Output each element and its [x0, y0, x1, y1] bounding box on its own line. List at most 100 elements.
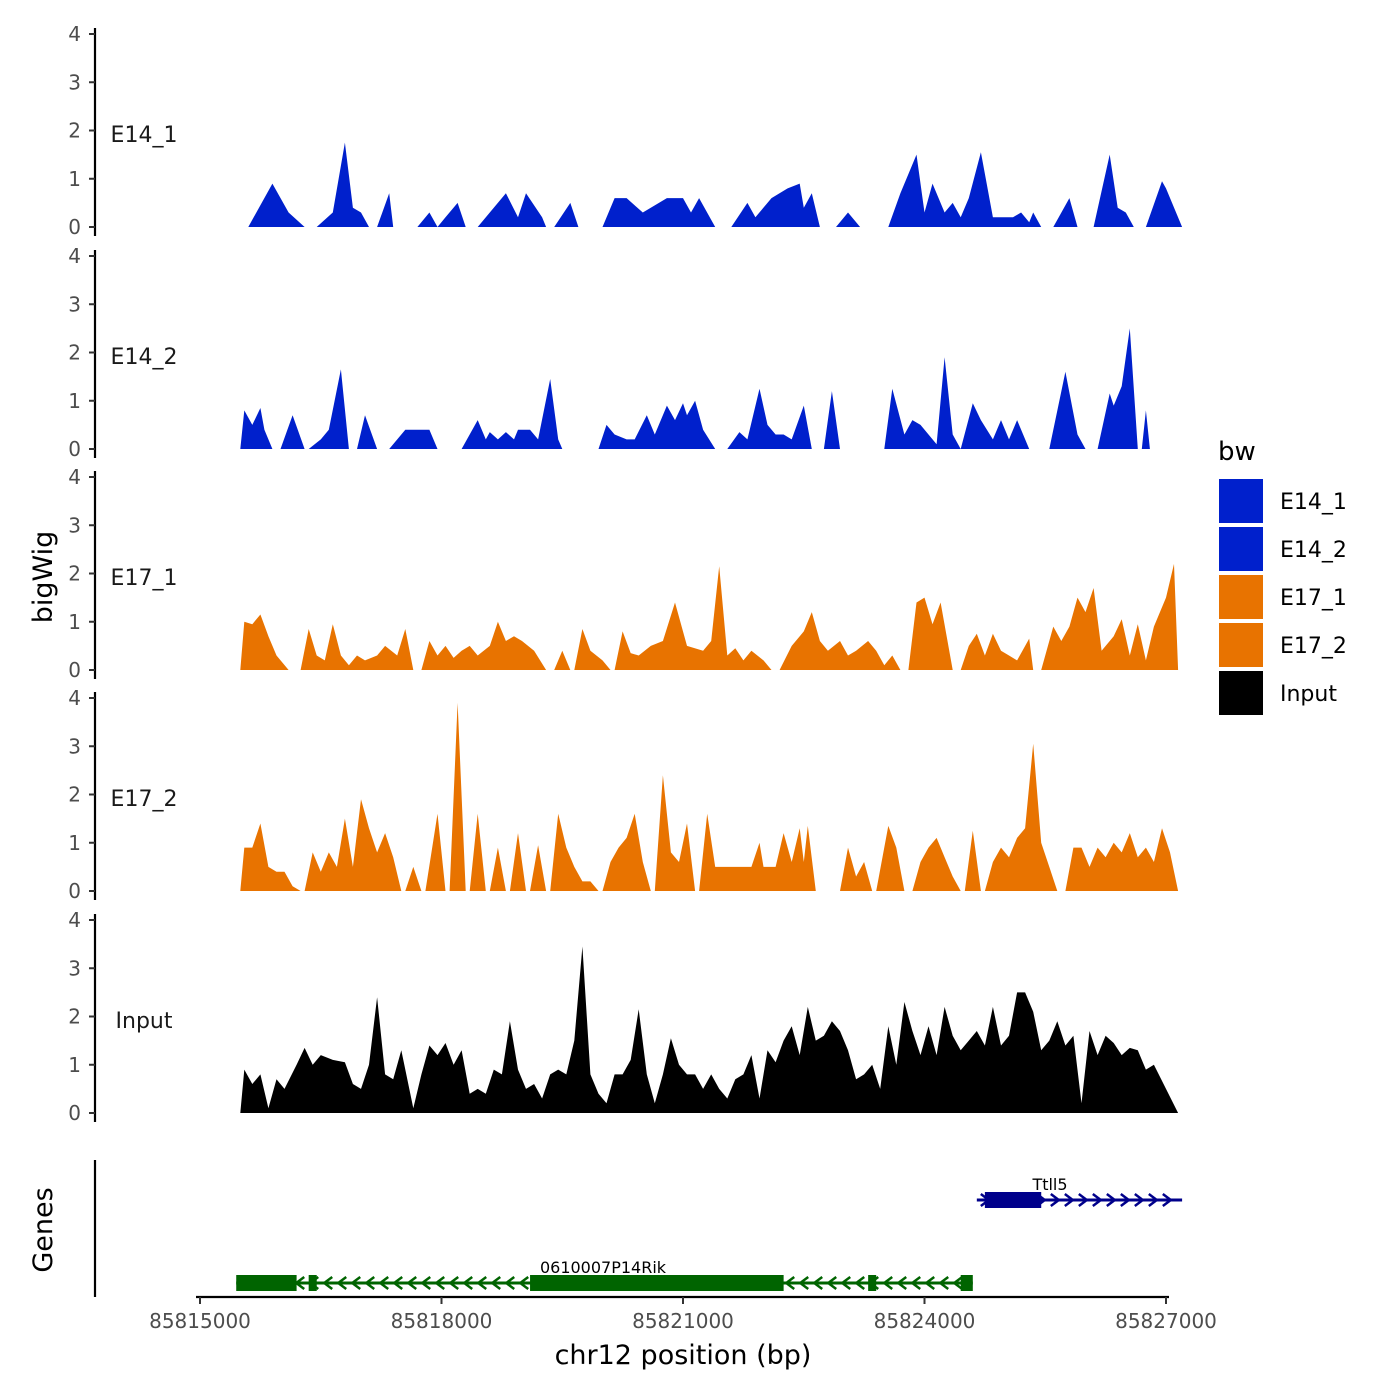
x-tick-label: 85824000: [874, 1309, 976, 1333]
y-tick-label: 1: [68, 831, 81, 855]
track-e14-1: 0 1 2 3 4 E14_1: [68, 22, 1183, 239]
legend-label: Input: [1280, 682, 1337, 707]
legend-item-e14-1: E14_1: [1219, 479, 1347, 523]
y-tick-label: 3: [68, 513, 81, 537]
gene-0610007p14rik: 0610007P14Rik: [236, 1258, 973, 1291]
strand-arrow: [504, 1276, 515, 1290]
legend-item-e17-2: E17_2: [1219, 623, 1347, 667]
gene-label: 0610007P14Rik: [540, 1258, 667, 1277]
x-tick-label: 85818000: [391, 1309, 493, 1333]
strand-arrow: [1134, 1193, 1145, 1207]
exon: [984, 1192, 1042, 1208]
legend-item-e14-2: E14_2: [1219, 527, 1347, 571]
strand-arrow: [518, 1276, 529, 1290]
legend-label: E17_1: [1280, 586, 1347, 611]
legend-title: bw: [1218, 437, 1256, 467]
strand-arrow: [490, 1276, 501, 1290]
y-tick-label: 0: [68, 658, 81, 682]
y-axis-title: bigWig: [28, 531, 59, 624]
y-tick-label: 3: [68, 292, 81, 316]
strand-arrow: [798, 1276, 809, 1290]
y-tick-label: 4: [68, 244, 81, 268]
strand-arrow: [1078, 1193, 1089, 1207]
legend-swatch: [1219, 575, 1263, 619]
strand-arrow: [434, 1276, 445, 1290]
strand-arrow: [854, 1276, 865, 1290]
y-tick-label: 4: [68, 22, 81, 46]
y-tick-label: 2: [68, 1005, 81, 1029]
strand-arrow: [378, 1276, 389, 1290]
exon: [960, 1275, 973, 1291]
strand-arrow: [840, 1276, 851, 1290]
gene-ttll5: Ttll5: [976, 1175, 1183, 1208]
legend-label: E14_2: [1280, 538, 1347, 563]
y-tick-label: 4: [68, 465, 81, 489]
legend-swatch: [1219, 527, 1263, 571]
strand-arrow: [462, 1276, 473, 1290]
signal-area-e14-1: [248, 142, 1183, 227]
y-tick-label: 3: [68, 734, 81, 758]
strand-arrow: [364, 1276, 375, 1290]
signal-area-e14-2: [240, 328, 1150, 449]
y-tick-label: 0: [68, 437, 81, 461]
x-tick-label: 85827000: [1115, 1309, 1217, 1333]
strand-arrow: [826, 1276, 837, 1290]
y-tick-label: 3: [68, 70, 81, 94]
y-tick-label: 0: [68, 879, 81, 903]
y-tick-label: 1: [68, 610, 81, 634]
y-tick-label: 2: [68, 341, 81, 365]
exon: [530, 1275, 784, 1291]
y-tick-label: 2: [68, 119, 81, 143]
strand-arrow: [448, 1276, 459, 1290]
track-label: Input: [116, 1009, 173, 1034]
track-e17-1: 0 1 2 3 4 E17_1: [68, 465, 1179, 682]
y-tick-label: 0: [68, 215, 81, 239]
x-tick-label: 85821000: [632, 1309, 734, 1333]
strand-arrow: [406, 1276, 417, 1290]
y-tick-label: 4: [68, 686, 81, 710]
track-e17-2: 0 1 2 3 4 E17_2: [68, 686, 1179, 903]
strand-arrow: [322, 1276, 333, 1290]
strand-arrow: [476, 1276, 487, 1290]
strand-arrow: [896, 1276, 907, 1290]
exon: [236, 1275, 297, 1291]
legend-swatch: [1219, 671, 1263, 715]
strand-arrow: [924, 1276, 935, 1290]
strand-arrow: [1050, 1193, 1061, 1207]
gene-panel: 0610007P14Rik Ttll5: [93, 1160, 1183, 1297]
x-tick-label: 85815000: [149, 1309, 251, 1333]
strand-arrow: [392, 1276, 403, 1290]
track-label: E17_1: [111, 566, 178, 591]
strand-arrow: [938, 1276, 949, 1290]
signal-area-input: [240, 946, 1179, 1113]
bigwig-tracks: 0 1 2 3 4 E14_1 0 1 2 3 4 E14_2 0 1 2 3 4 E17_1 0 1 2 3 4 E17_2…: [68, 22, 1183, 1125]
strand-arrow: [1162, 1193, 1173, 1207]
strand-arrow: [812, 1276, 823, 1290]
strand-arrow: [336, 1276, 347, 1290]
exon: [308, 1275, 317, 1291]
y-tick-label: 0: [68, 1101, 81, 1125]
y-tick-label: 1: [68, 167, 81, 191]
y-tick-label: 2: [68, 562, 81, 586]
signal-area-e17-1: [240, 563, 1179, 670]
y-tick-label: 2: [68, 783, 81, 807]
y-tick-label: 1: [68, 1053, 81, 1077]
legend-item-input: Input: [1219, 671, 1337, 715]
strand-arrow: [910, 1276, 921, 1290]
strand-arrow: [420, 1276, 431, 1290]
track-input: 0 1 2 3 4 Input: [68, 908, 1179, 1125]
strand-arrow: [1148, 1193, 1159, 1207]
genes-axis-title: Genes: [28, 1187, 59, 1272]
track-e14-2: 0 1 2 3 4 E14_2: [68, 244, 1150, 461]
y-tick-label: 4: [68, 908, 81, 932]
strand-arrow: [1120, 1193, 1131, 1207]
legend-label: E17_2: [1280, 634, 1347, 659]
strand-arrow: [1092, 1193, 1103, 1207]
strand-arrow: [952, 1276, 963, 1290]
legend: E14_1 E14_2 E17_1 E17_2 Input: [1219, 479, 1347, 715]
x-axis: 85815000 85818000 85821000 85824000 85827000: [149, 1295, 1217, 1333]
track-label: E14_2: [111, 345, 178, 370]
strand-arrow: [1106, 1193, 1117, 1207]
x-axis-title: chr12 position (bp): [555, 1340, 812, 1371]
